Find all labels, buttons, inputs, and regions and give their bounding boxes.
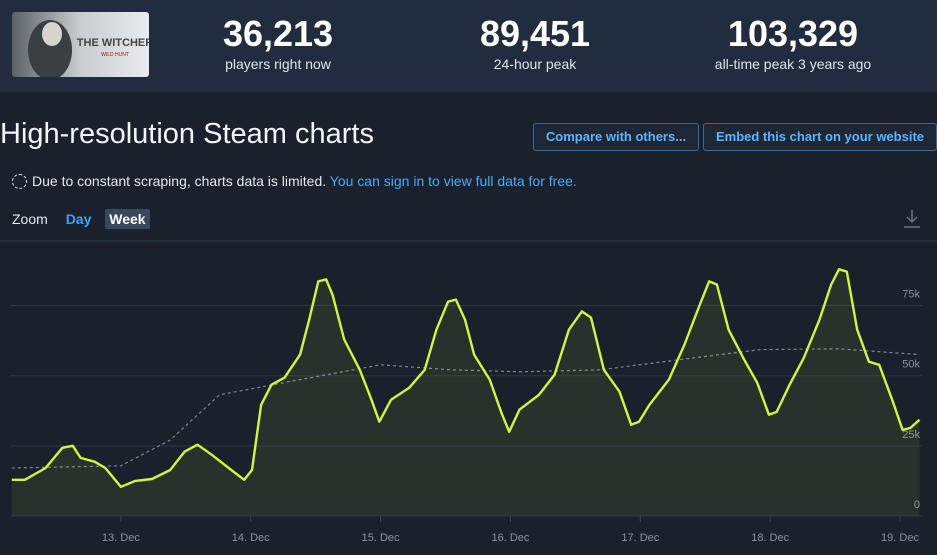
stat-value: 103,329: [727, 13, 859, 54]
x-tick-label: 18. Dec: [751, 532, 789, 544]
game-image[interactable]: THE WITCHER WILD HUNT: [12, 12, 149, 77]
sign-in-link[interactable]: You can sign in to view full data for fr…: [329, 173, 577, 189]
zoom-option[interactable]: Week: [105, 209, 150, 229]
logo: THE WITCHER: [77, 37, 149, 49]
stat: 89,451 24-hour peak: [425, 13, 645, 73]
stat-value: 36,213: [222, 13, 334, 54]
header: THE WITCHER WILD HUNT 36,213 players righ…: [0, 0, 937, 92]
notice-text: Due to constant scraping, charts data is…: [32, 173, 327, 189]
download-icon[interactable]: [902, 208, 922, 230]
x-tick-label: 17. Dec: [621, 532, 659, 544]
x-tick-label: 15. Dec: [362, 532, 400, 544]
page-title: High-resolution Steam charts: [0, 118, 374, 150]
y-tick-label: 50k: [902, 359, 920, 371]
zoom-option[interactable]: Day: [65, 211, 92, 227]
players-line: [11, 268, 921, 488]
stat-label: players right now: [225, 56, 331, 72]
average-line: [11, 348, 920, 469]
x-tick-label: 16. Dec: [491, 532, 529, 544]
x-tick-label: 19. Dec: [881, 532, 919, 544]
area: [11, 269, 920, 516]
x-tick-label: 13. Dec: [102, 532, 140, 544]
y-tick-label: 25k: [902, 429, 920, 441]
chart: 0 25k 50k 75k 13. Dec 14. Dec 15. Dec 16. Dec 17…: [0, 240, 937, 544]
stat-label: all-time peak 3 years ago: [714, 56, 872, 72]
stat: 103,329 all-time peak 3 years ago: [683, 13, 903, 73]
x-tick-label: 14. Dec: [232, 532, 270, 544]
logo-sub: WILD HUNT: [101, 52, 129, 58]
zoom-label: Zoom: [12, 211, 48, 227]
stat: 36,213 players right now: [168, 13, 388, 73]
notice: Due to constant scraping, charts data is…: [12, 173, 577, 189]
y-tick-label: 75k: [902, 289, 920, 301]
stat-label: 24-hour peak: [493, 56, 577, 72]
notice-icon: [12, 174, 27, 189]
stat-value: 89,451: [479, 13, 591, 54]
compare-button[interactable]: Compare with others...: [533, 123, 699, 151]
zoom-bar: Zoom Day Week: [12, 209, 156, 229]
y-tick-label: 0: [914, 499, 920, 511]
embed-button[interactable]: Embed this chart on your website: [703, 123, 937, 151]
